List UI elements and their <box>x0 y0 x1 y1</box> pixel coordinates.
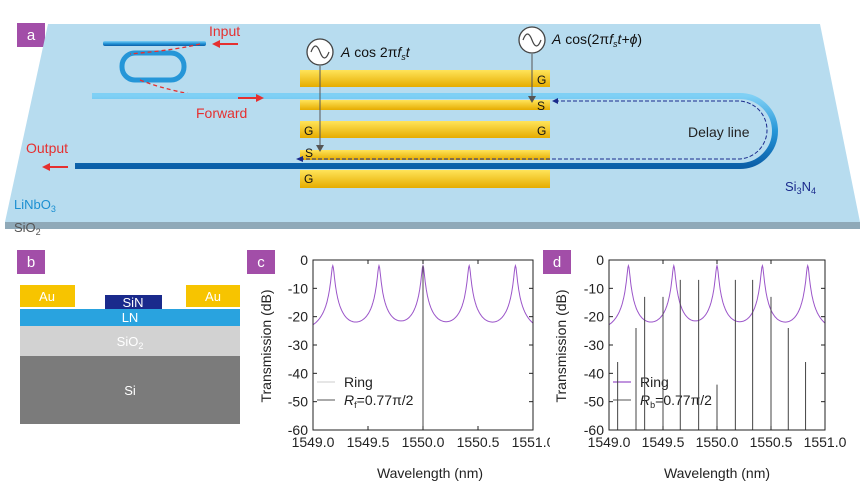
chart-c-legend: Ring Rf=0.77π/2 <box>317 374 414 410</box>
delay-line-label: Delay line <box>688 124 750 140</box>
chart-c-ytick: -20 <box>288 309 308 325</box>
chip-edge <box>5 222 860 229</box>
electrode-g1-label: G <box>537 73 546 87</box>
chart-d-xtick: 1549.0 <box>588 434 631 450</box>
au-right-label: Au <box>205 289 221 304</box>
electrode-s2 <box>300 150 550 160</box>
device-schematic: Input Forward Output Delay line A cos 2π… <box>5 23 860 237</box>
chart-c-ylabel: Transmission (dB) <box>258 289 274 402</box>
electrode-g1 <box>300 70 550 87</box>
input-label: Input <box>209 23 240 39</box>
electrode-g3 <box>300 170 550 188</box>
chart-d-ytick: -50 <box>584 394 604 410</box>
chart-c-xtick: 1550.5 <box>457 434 500 450</box>
chart-d-xtick: 1550.0 <box>696 434 739 450</box>
ring-resonator <box>119 50 187 83</box>
electrode-g2-label-right: G <box>537 124 546 138</box>
chart-c-xtick: 1550.0 <box>402 434 445 450</box>
chart-c-ytick: 0 <box>300 252 308 268</box>
input-waveguide <box>103 41 206 46</box>
forward-arrow <box>238 94 264 102</box>
sio2-label: SiO2 <box>14 220 41 237</box>
chart-c-ytick: -10 <box>288 280 308 296</box>
sin-label: SiN <box>123 295 144 310</box>
sio2-layer <box>20 326 240 356</box>
chart-d-ytick: -20 <box>584 309 604 325</box>
panel-d-tag: d <box>543 250 571 274</box>
electrode-s1-label: S <box>537 99 545 113</box>
rf-source-1 <box>306 38 334 152</box>
ln-layer <box>20 309 240 326</box>
chart-d-ytick: 0 <box>596 252 604 268</box>
chart-c-xtick: 1549.5 <box>347 434 390 450</box>
panel-c-tag: c <box>247 250 275 274</box>
chart-c-ytick: -30 <box>288 337 308 353</box>
chart-c-ytick: -40 <box>288 365 308 381</box>
si-label: Si <box>124 383 136 398</box>
chart-d-xlabel: Wavelength (nm) <box>664 465 770 481</box>
electrode-g3-label: G <box>304 172 313 186</box>
chart-d-ytick: -30 <box>584 337 604 353</box>
ln-label: LN <box>122 310 139 325</box>
electrode-s2-label: S <box>305 146 313 160</box>
chart-d-xtick: 1549.5 <box>642 434 685 450</box>
rf-source-2 <box>518 26 546 103</box>
chart-d-ytick: -40 <box>584 365 604 381</box>
electrode-g2-label-left: G <box>304 124 313 138</box>
chart-d: Transmission (dB) Wavelength (nm) Ring R… <box>553 252 847 481</box>
linbo3-label: LiNbO3 <box>14 197 56 214</box>
drive-equation-1: A cos 2πfst <box>340 44 411 62</box>
chart-d-ring-curve <box>608 263 826 326</box>
chart-d-xtick: 1550.5 <box>750 434 793 450</box>
electrode-g2 <box>300 121 550 138</box>
electrode-s1 <box>300 100 550 110</box>
chart-c-xtick: 1551.0 <box>512 434 550 450</box>
sin-layer <box>105 295 162 309</box>
sio2-layer-label: SiO2 <box>117 334 144 351</box>
output-arrow <box>42 163 68 171</box>
chart-c-xtick: 1549.0 <box>292 434 335 450</box>
input-arrow <box>212 40 238 48</box>
chart-d-legend-r: Rb=0.77π/2 <box>640 392 712 410</box>
chart-c-ytick: -60 <box>288 422 308 438</box>
chart-d-ytick: -60 <box>584 422 604 438</box>
delay-arrow-bottom <box>296 156 303 162</box>
delay-arrow-top <box>552 98 558 104</box>
chart-c-xlabel: Wavelength (nm) <box>377 465 483 481</box>
au-left-layer <box>20 285 75 307</box>
panel-b-tag: b <box>17 250 45 274</box>
si3n4-label: Si3N4 <box>785 179 816 196</box>
chart-d-xtick: 1551.0 <box>804 434 847 450</box>
delay-line-waveguide <box>75 93 778 169</box>
panel-a-tag: a <box>17 23 45 47</box>
chart-d-ylabel: Transmission (dB) <box>553 289 569 402</box>
si-layer <box>20 356 240 424</box>
drive-equation-2: A cos(2πfst+ϕ) <box>551 31 642 49</box>
chart-c-legend-ring: Ring <box>344 374 373 390</box>
output-label: Output <box>26 140 68 156</box>
chart-c: Transmission (dB) Wavelength (nm) Ring R… <box>258 252 550 481</box>
coupling-path-in <box>129 43 201 55</box>
chart-c-ytick: -50 <box>288 394 308 410</box>
chart-d-ytick: -10 <box>584 280 604 296</box>
au-right-layer <box>186 285 240 307</box>
forward-label: Forward <box>196 105 247 121</box>
chart-d-legend-ring: Ring <box>640 374 669 390</box>
delay-line-light <box>300 100 768 160</box>
chart-c-legend-r: Rf=0.77π/2 <box>344 392 414 410</box>
cross-section: Au Au SiN LN SiO2 Si <box>20 285 240 424</box>
au-left-label: Au <box>39 289 55 304</box>
